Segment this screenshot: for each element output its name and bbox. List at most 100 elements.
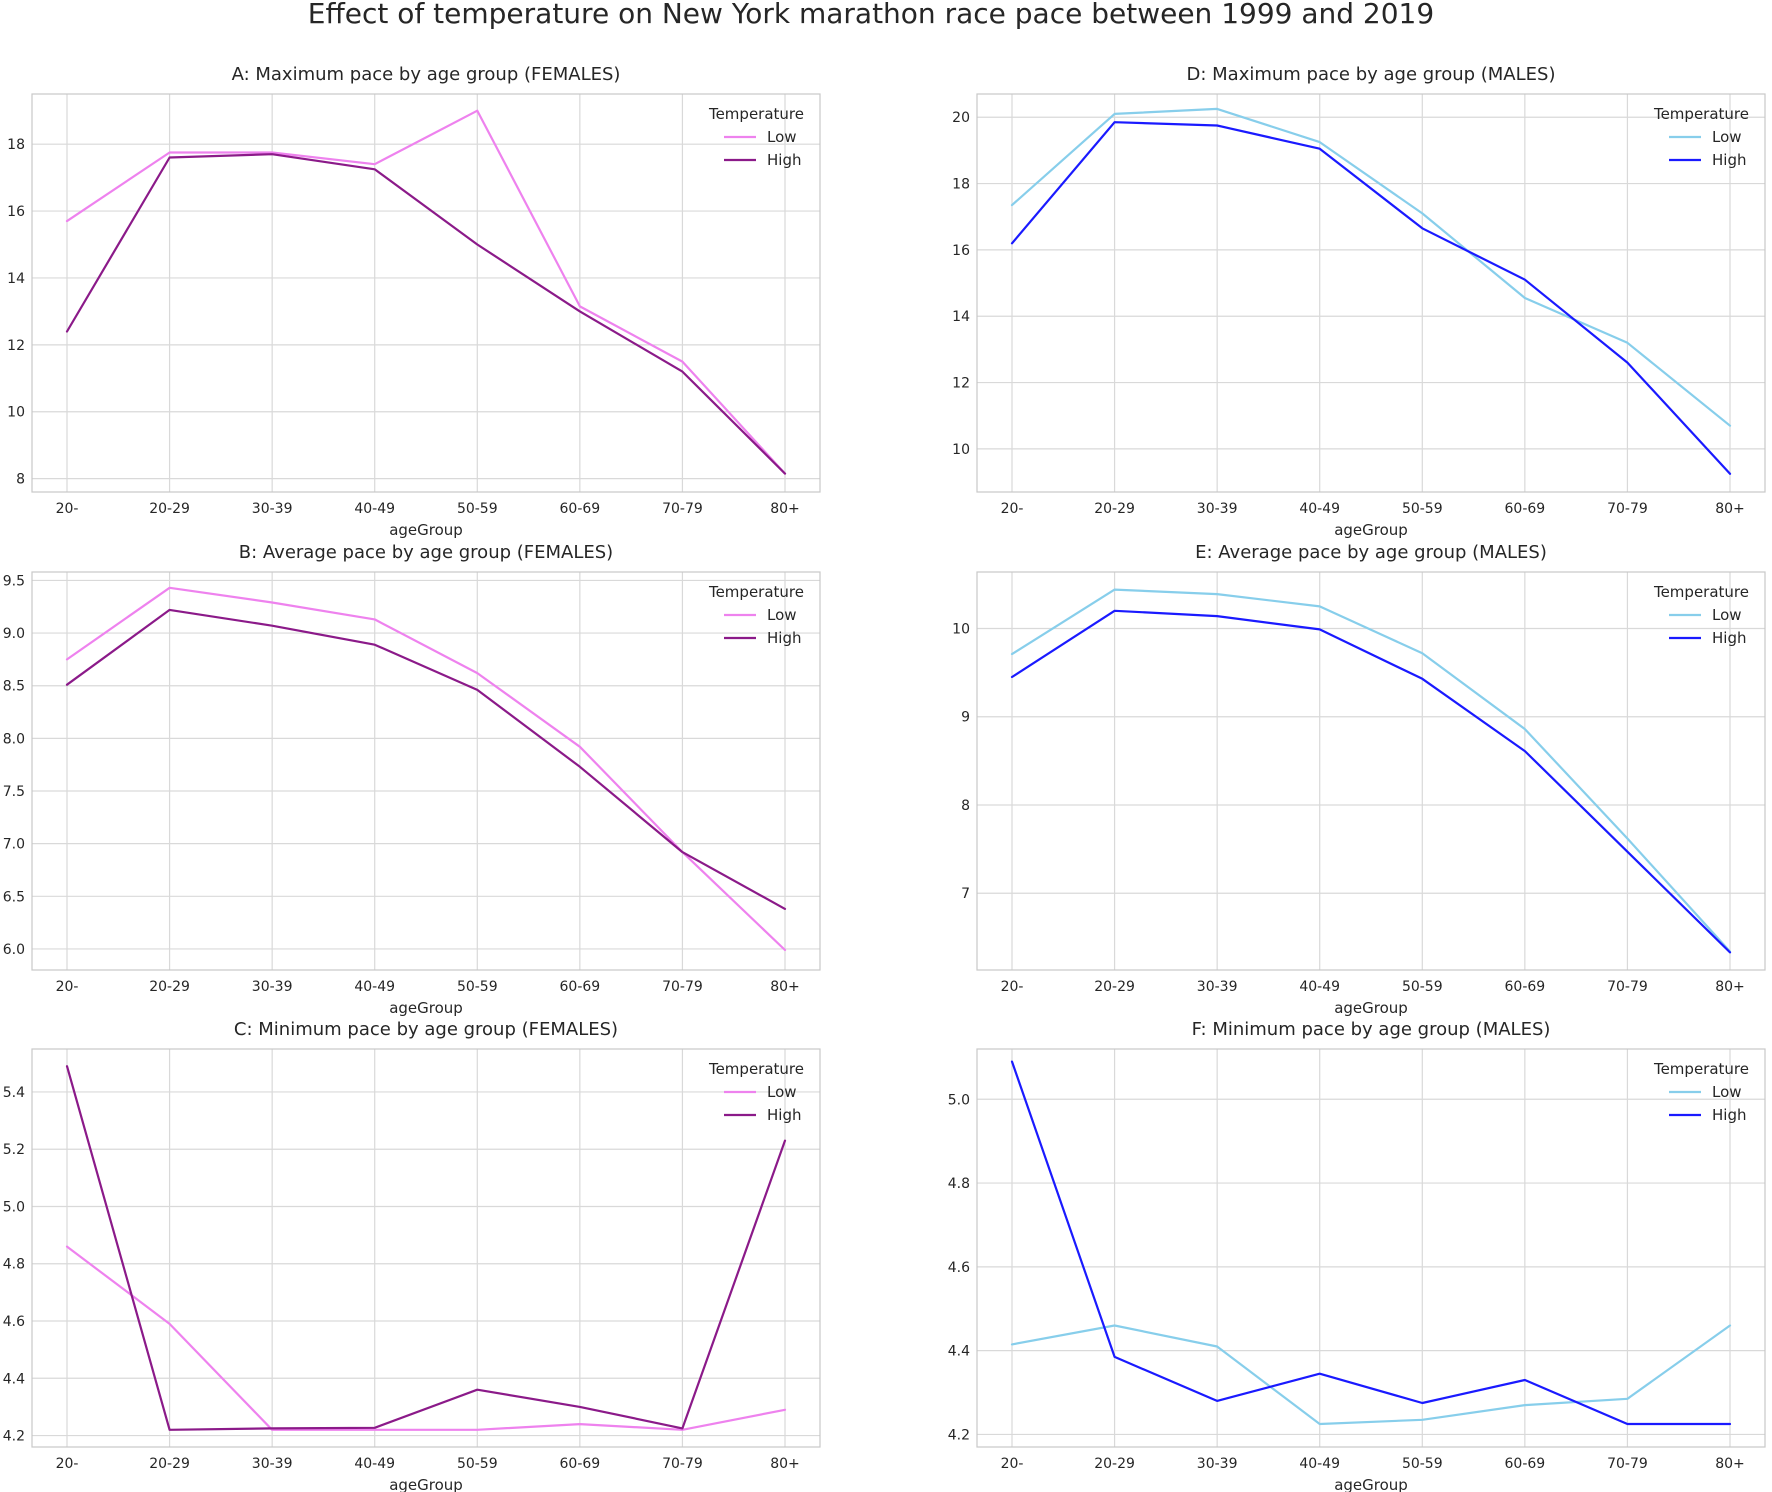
x-tick-label: 60-69: [1505, 979, 1546, 995]
x-tick-label: 20-29: [149, 501, 190, 517]
x-tick-label: 80+: [770, 979, 800, 995]
x-axis-label: ageGroup: [1334, 999, 1408, 1017]
chart-title: B: Average pace by age group (FEMALES): [239, 542, 613, 563]
legend-label-high: High: [1712, 629, 1746, 647]
chart-title: F: Minimum pace by age group (MALES): [1192, 1019, 1551, 1040]
y-tick-label: 18: [952, 177, 970, 193]
chart-d: D: Maximum pace by age group (MALES) 20- 2…: [952, 64, 1766, 539]
plot-frame: [976, 571, 1766, 971]
series-line-high: [1010, 1060, 1732, 1426]
y-tick-label: 7.5: [3, 784, 25, 800]
y-tick-label: 4.4: [948, 1344, 970, 1360]
plot-frame: [31, 571, 821, 971]
x-tick-label: 80+: [1715, 1456, 1745, 1472]
y-tick-label: 4.8: [948, 1176, 970, 1192]
y-tick-label: 9.5: [3, 573, 25, 589]
x-axis-label: ageGroup: [389, 999, 463, 1017]
y-tick-label: 4.4: [3, 1371, 25, 1387]
x-tick-label: 40-49: [354, 979, 395, 995]
series-line-high: [65, 1065, 787, 1431]
legend-label-low: Low: [1712, 128, 1742, 146]
x-tick-label: 80+: [1715, 979, 1745, 995]
y-tick-label: 16: [952, 243, 970, 259]
y-tick-label: 5.0: [948, 1092, 970, 1108]
x-tick-label: 70-79: [1607, 979, 1648, 995]
y-tick-label: 6.5: [3, 889, 25, 905]
plot-frame: [976, 93, 1766, 493]
y-tick-label: 9.0: [3, 626, 25, 642]
x-tick-label: 70-79: [1607, 501, 1648, 517]
legend: Temperature Low High: [708, 583, 804, 647]
x-tick-label: 70-79: [662, 501, 703, 517]
legend: Temperature Low High: [708, 105, 804, 169]
legend-title: Temperature: [708, 105, 804, 123]
x-tick-label: 80+: [770, 1456, 800, 1472]
x-tick-label: 30-39: [252, 501, 293, 517]
series-line-low: [65, 586, 787, 952]
x-tick-label: 80+: [770, 501, 800, 517]
y-tick-label: 14: [952, 309, 970, 325]
y-tick-label: 4.2: [948, 1427, 970, 1443]
x-tick-label: 40-49: [1299, 1456, 1340, 1472]
legend-label-high: High: [767, 1106, 801, 1124]
y-tick-label: 10: [952, 442, 970, 458]
y-tick-label: 8: [16, 472, 25, 488]
x-tick-label: 20-: [56, 979, 79, 995]
x-tick-label: 50-59: [457, 979, 498, 995]
x-tick-label: 40-49: [354, 501, 395, 517]
legend-title: Temperature: [1653, 1060, 1749, 1078]
x-tick-label: 60-69: [1505, 501, 1546, 517]
x-tick-label: 50-59: [1402, 979, 1443, 995]
x-tick-label: 20-29: [1094, 501, 1135, 517]
y-tick-label: 18: [7, 137, 25, 153]
y-tick-label: 7: [961, 886, 970, 902]
series-line-low: [1010, 1324, 1732, 1426]
legend-label-high: High: [767, 629, 801, 647]
legend-label-low: Low: [767, 1083, 797, 1101]
panels: A: Maximum pace by age group (FEMALES) 20…: [3, 64, 1766, 1492]
x-tick-label: 30-39: [1197, 979, 1238, 995]
legend-title: Temperature: [708, 583, 804, 601]
series-line-high: [65, 153, 787, 475]
legend-label-high: High: [1712, 1106, 1746, 1124]
chart-c: C: Minimum pace by age group (FEMALES) 20…: [3, 1019, 821, 1492]
x-tick-label: 30-39: [252, 1456, 293, 1472]
x-tick-label: 50-59: [1402, 1456, 1443, 1472]
chart-b: B: Average pace by age group (FEMALES) 20…: [3, 542, 821, 1017]
x-tick-label: 20-29: [1094, 979, 1135, 995]
series-line-high: [1010, 121, 1732, 475]
x-tick-label: 40-49: [354, 1456, 395, 1472]
y-tick-label: 16: [7, 204, 25, 220]
legend-label-high: High: [1712, 151, 1746, 169]
legend-label-low: Low: [767, 606, 797, 624]
x-tick-label: 40-49: [1299, 501, 1340, 517]
series-line-high: [65, 608, 787, 911]
legend: Temperature Low High: [1653, 105, 1749, 169]
legend-title: Temperature: [1653, 583, 1749, 601]
x-tick-label: 40-49: [1299, 979, 1340, 995]
plot-frame: [31, 93, 821, 493]
x-tick-label: 30-39: [252, 979, 293, 995]
legend: Temperature Low High: [1653, 1060, 1749, 1124]
x-tick-label: 20-29: [1094, 1456, 1135, 1472]
x-tick-label: 60-69: [560, 1456, 601, 1472]
x-axis-label: ageGroup: [1334, 521, 1408, 539]
y-tick-label: 6.0: [3, 942, 25, 958]
legend-label-high: High: [767, 151, 801, 169]
legend-title: Temperature: [708, 1060, 804, 1078]
x-tick-label: 50-59: [457, 1456, 498, 1472]
x-tick-label: 50-59: [1402, 501, 1443, 517]
chart-a: A: Maximum pace by age group (FEMALES) 20…: [7, 64, 821, 539]
series-line-low: [65, 1245, 787, 1431]
y-tick-label: 7.0: [3, 837, 25, 853]
x-tick-label: 70-79: [662, 1456, 703, 1472]
chart-title: D: Maximum pace by age group (MALES): [1187, 64, 1556, 85]
legend-label-low: Low: [1712, 1083, 1742, 1101]
series-line-high: [1010, 609, 1732, 954]
series-line-low: [1010, 107, 1732, 427]
x-tick-label: 60-69: [560, 501, 601, 517]
y-tick-label: 4.2: [3, 1429, 25, 1445]
plot-frame: [31, 1048, 821, 1448]
y-tick-label: 10: [7, 405, 25, 421]
